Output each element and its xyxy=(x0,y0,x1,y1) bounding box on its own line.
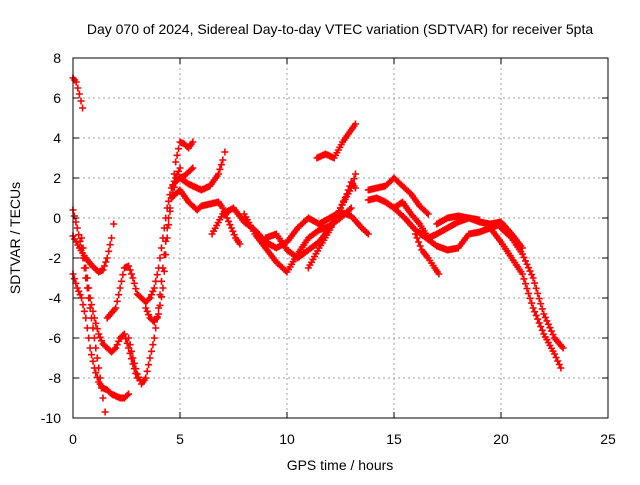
series-markers xyxy=(486,224,565,372)
series-markers xyxy=(364,174,432,218)
axis-ticks xyxy=(72,57,609,419)
y-tick-label: 0 xyxy=(53,210,61,226)
series-markers xyxy=(304,170,359,272)
x-tick-label: 20 xyxy=(493,431,509,447)
x-tick-label: 10 xyxy=(279,431,295,447)
series-arc-10 xyxy=(167,186,244,248)
series-markers xyxy=(497,224,567,352)
y-tick-label: 8 xyxy=(53,50,61,66)
y-tick-label: -10 xyxy=(41,410,61,426)
series-markers xyxy=(167,186,244,248)
series-markers xyxy=(176,148,229,194)
series-arc-16 xyxy=(364,174,432,218)
x-tick-labels: 0 5 10 15 20 25 xyxy=(69,431,616,447)
series-arc-1 xyxy=(69,74,87,112)
plot-frame xyxy=(72,57,609,419)
y-tick-label: 4 xyxy=(53,130,61,146)
y-tick-label: 2 xyxy=(53,170,61,186)
y-tick-label: -6 xyxy=(49,330,62,346)
chart-title: Day 070 of 2024, Sidereal Day-to-day VTE… xyxy=(87,21,594,37)
grid-lines xyxy=(73,58,608,418)
series-arc-14 xyxy=(304,170,359,272)
y-tick-label: -2 xyxy=(49,250,62,266)
series-markers xyxy=(411,230,443,278)
series-markers xyxy=(313,120,359,162)
y-tick-label: -4 xyxy=(49,290,62,306)
y-tick-label: 6 xyxy=(53,90,61,106)
y-axis-label: SDTVAR / TECUs xyxy=(7,182,23,294)
x-tick-label: 5 xyxy=(176,431,184,447)
y-tick-labels: -10 -8 -6 -4 -2 0 2 4 6 8 xyxy=(41,50,61,426)
series-arc-15 xyxy=(313,120,359,162)
data-points xyxy=(69,74,567,416)
x-tick-label: 0 xyxy=(69,431,77,447)
series-markers xyxy=(69,74,87,112)
x-tick-label: 15 xyxy=(386,431,402,447)
series-arc-9 xyxy=(176,148,229,194)
x-tick-label: 25 xyxy=(600,431,616,447)
x-axis-label: GPS time / hours xyxy=(287,457,394,473)
series-arc-21 xyxy=(486,224,565,372)
series-arc-19 xyxy=(411,230,443,278)
y-tick-label: -8 xyxy=(49,370,62,386)
series-arc-22 xyxy=(497,224,567,352)
